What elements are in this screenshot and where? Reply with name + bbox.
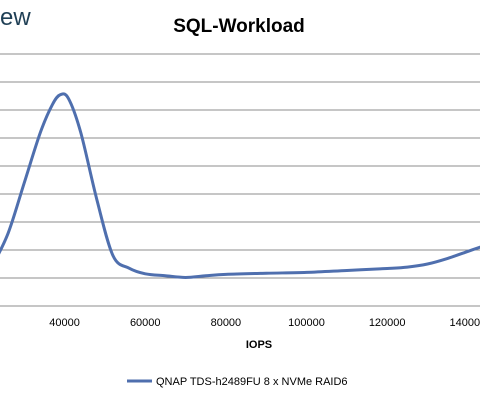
x-tick-label: 80000: [211, 317, 242, 329]
legend: QNAP TDS-h2489FU 8 x NVMe RAID6: [127, 376, 348, 388]
brand-logo-text: ew: [0, 4, 31, 31]
x-tick-label: 100000: [288, 317, 325, 329]
chart-title: SQL-Workload: [173, 16, 305, 37]
gridlines: [0, 53, 480, 307]
series-line-0: [0, 92, 480, 279]
x-tick-label: 60000: [130, 317, 161, 329]
legend-label: QNAP TDS-h2489FU 8 x NVMe RAID6: [156, 376, 348, 388]
series-layer: [0, 92, 480, 279]
x-tick-label: 120000: [369, 317, 406, 329]
x-tick-label: 140000: [449, 317, 480, 329]
x-tick-label: 40000: [49, 317, 80, 329]
x-tick-labels: 40000 60000 80000 100000 120000 140000: [49, 317, 480, 329]
x-axis-title: IOPS: [246, 339, 272, 351]
